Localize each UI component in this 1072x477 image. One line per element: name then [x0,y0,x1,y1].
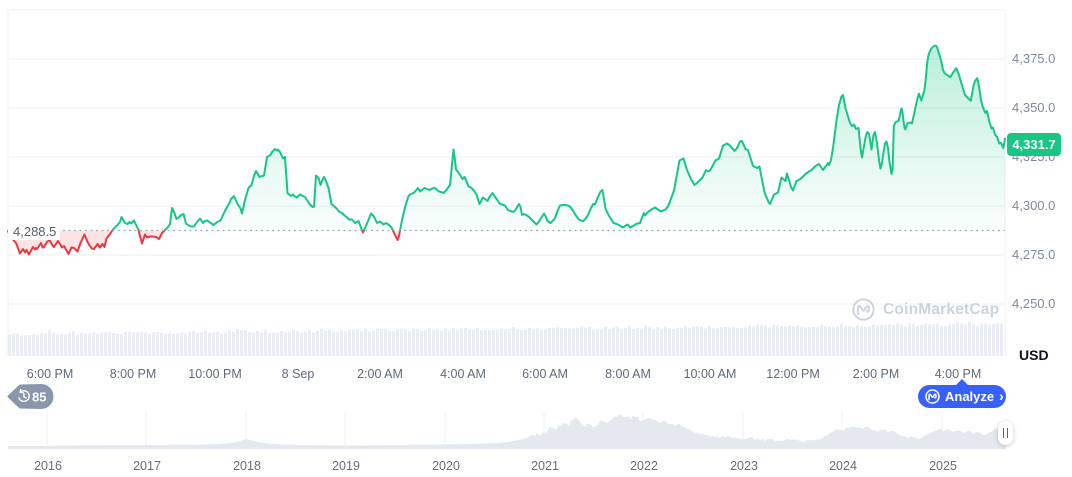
svg-text:85: 85 [32,390,46,405]
